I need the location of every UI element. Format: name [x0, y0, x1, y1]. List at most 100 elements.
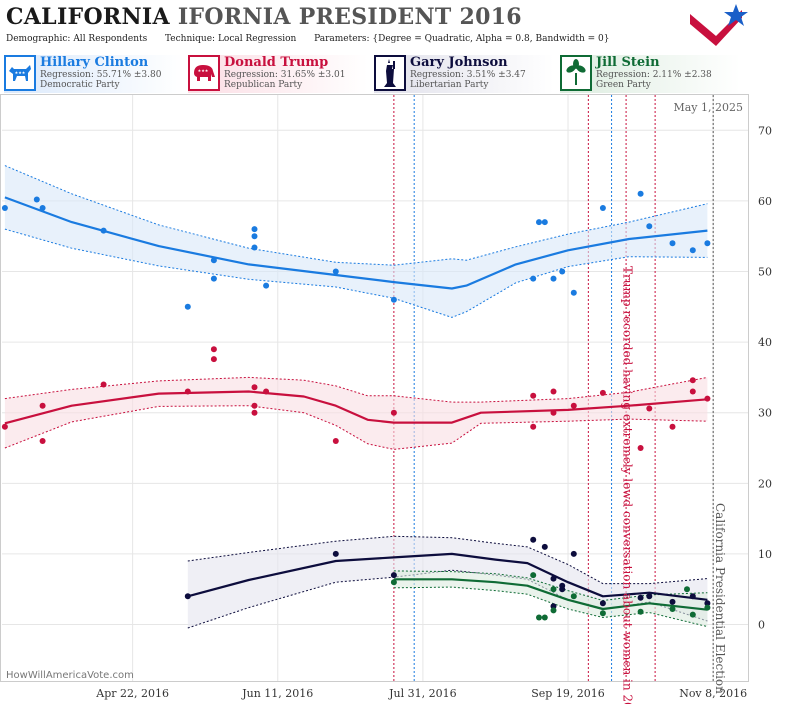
poll-point [559, 268, 566, 275]
y-tick-label: 40 [758, 336, 772, 349]
poll-point [559, 582, 566, 589]
lower-bound-line [4, 405, 708, 450]
poll-point [684, 586, 690, 593]
poll-point [599, 389, 606, 396]
poll-point [669, 598, 676, 605]
poll-point [332, 438, 339, 444]
poll-point [390, 296, 397, 303]
poll-point [637, 445, 644, 451]
annotation-lewd-conversation: Trump recorded having extremely lewd con… [620, 266, 634, 704]
trend-line [187, 552, 708, 601]
poll-point [251, 402, 258, 409]
poll-point [210, 275, 217, 282]
demographic-value: All Respondents [73, 34, 148, 44]
candidate-party: Green Party [596, 80, 651, 90]
y-tick-label: 30 [758, 407, 772, 420]
poll-point [536, 614, 542, 621]
x-tick-label: Jun 11, 2016 [241, 687, 313, 700]
poll-point [390, 579, 397, 586]
x-tick-label: Apr 22, 2016 [95, 687, 169, 700]
poll-point [184, 303, 191, 310]
svg-text:★★★: ★★★ [198, 68, 209, 73]
poll-point [550, 586, 557, 593]
trend-line [4, 196, 708, 290]
poll-point [570, 550, 577, 557]
leaves-icon [560, 55, 592, 91]
candidate-name: Jill Stein [596, 55, 660, 70]
y-tick-label: 20 [758, 477, 772, 490]
poll-point [251, 233, 258, 240]
poll-point [251, 384, 258, 391]
confidence-band [393, 570, 708, 627]
poll-point [39, 438, 46, 444]
poll-point [184, 388, 191, 395]
upper-bound-line [187, 535, 708, 585]
poll-point [550, 275, 557, 282]
poll-point [100, 381, 107, 388]
poll-point [530, 536, 537, 543]
poll-point [669, 423, 676, 430]
lower-bound-line [393, 586, 708, 628]
poll-point [210, 257, 217, 264]
liberty-statue-icon [374, 55, 406, 91]
trend-line [4, 390, 708, 425]
legend-johnson: Gary Johnson Regression: 3.51% ±3.47 Lib… [374, 55, 554, 93]
poll-point [210, 346, 217, 353]
elephant-icon: ★★★ [188, 55, 220, 91]
upper-bound-line [4, 165, 708, 266]
poll-point [550, 388, 557, 395]
poll-point [184, 593, 191, 600]
legend-stein: Jill Stein Regression: 2.11% ±2.38 Green… [560, 55, 740, 93]
poll-point [704, 240, 711, 247]
poll-point [541, 614, 548, 621]
poll-point [689, 247, 696, 254]
poll-point [33, 196, 40, 203]
candidate-name: Hillary Clinton [40, 55, 149, 70]
x-axis: Apr 22, 2016 Jun 11, 2016 Jul 31, 2016 Sep … [95, 687, 747, 700]
poll-point [550, 575, 557, 582]
poll-point [550, 607, 557, 614]
plot-frame [0, 94, 749, 682]
poll-point [550, 603, 557, 610]
x-tick-label: Jul 31, 2016 [388, 687, 457, 700]
poll-point [530, 423, 537, 430]
candidate-regression: Regression: 2.11% ±2.38 [596, 70, 712, 80]
trend-line [393, 578, 708, 611]
candidate-regression: Regression: 31.65% ±3.01 [224, 70, 346, 80]
title-rest: IFORNIA PRESIDENT 2016 [177, 4, 522, 30]
watermark: HowWillAmericaVote.com [6, 670, 134, 681]
poll-point [541, 543, 548, 550]
poll-point [570, 593, 577, 600]
confidence-band [4, 165, 708, 318]
candidate-name: Gary Johnson [410, 55, 508, 70]
poll-point [332, 550, 339, 557]
poll-point [669, 606, 676, 612]
demographic-label: Demographic: [6, 34, 71, 44]
poll-point [550, 409, 557, 416]
annotation-election: California Presidential Election [713, 503, 727, 694]
confidence-band [4, 377, 708, 450]
poll-point [536, 219, 542, 226]
poll-point [251, 226, 258, 233]
poll-point [332, 268, 339, 275]
technique-value: Local Regression [217, 34, 297, 44]
candidate-party: Libertarian Party [410, 80, 489, 90]
y-tick-label: 60 [758, 195, 772, 208]
candidate-party: Republican Party [224, 80, 303, 90]
poll-points [1, 190, 711, 621]
poll-point [530, 275, 537, 282]
poll-point [263, 388, 270, 395]
poll-point [39, 402, 46, 409]
poll-point [39, 205, 46, 211]
poll-point [263, 282, 270, 289]
upper-bound-line [393, 570, 708, 602]
poll-point [637, 190, 644, 197]
confidence-band [187, 536, 708, 628]
poll-point [251, 244, 258, 251]
site-logo-icon [690, 4, 748, 46]
svg-text:★★★: ★★★ [15, 70, 26, 75]
poll-point [530, 392, 537, 399]
poll-point [100, 227, 107, 234]
poll-point [1, 205, 8, 211]
